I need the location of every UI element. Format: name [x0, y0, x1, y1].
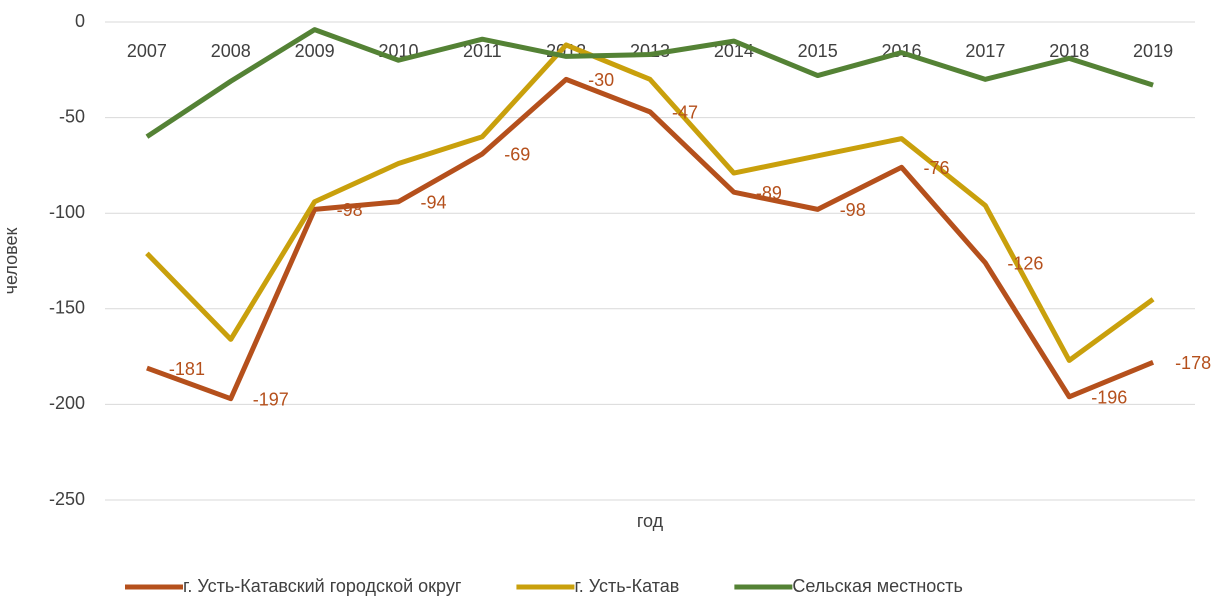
data-label: -98: [337, 200, 363, 220]
x-tick-label: 2009: [295, 41, 335, 61]
data-label: -98: [840, 200, 866, 220]
data-label: -76: [924, 158, 950, 178]
data-label: -69: [504, 145, 530, 165]
y-tick-label: 0: [75, 11, 85, 31]
series-line: [145, 27, 1154, 139]
data-label: -94: [420, 192, 446, 212]
data-label: -30: [588, 70, 614, 90]
data-label: -196: [1091, 388, 1127, 408]
data-label: -181: [169, 359, 205, 379]
y-tick-label: -150: [49, 298, 85, 318]
y-tick-label: -250: [49, 489, 85, 509]
y-tick-label: -200: [49, 393, 85, 413]
legend-label: г. Усть-Катавский городской округ: [183, 576, 462, 596]
x-tick-label: 2015: [798, 41, 838, 61]
legend-label: г. Усть-Катав: [574, 576, 679, 596]
y-tick-label: -100: [49, 202, 85, 222]
data-label: -197: [253, 389, 289, 409]
data-label: -126: [1007, 254, 1043, 274]
data-label: -47: [672, 103, 698, 123]
x-tick-label: 2019: [1133, 41, 1173, 61]
x-tick-label: 2011: [463, 41, 502, 61]
data-label: -178: [1175, 353, 1211, 373]
series-line: [145, 42, 1155, 363]
x-tick-label: 2008: [211, 41, 251, 61]
data-label: -89: [756, 183, 782, 203]
y-axis-title: человек: [1, 228, 21, 295]
x-tick-label: 2018: [1049, 41, 1089, 61]
series-line: [146, 76, 1155, 402]
legend-label: Сельская местность: [792, 576, 963, 596]
y-tick-label: -50: [59, 106, 85, 126]
x-tick-label: 2017: [965, 41, 1005, 61]
x-tick-label: 2007: [127, 41, 167, 61]
x-axis-title: год: [637, 511, 664, 531]
